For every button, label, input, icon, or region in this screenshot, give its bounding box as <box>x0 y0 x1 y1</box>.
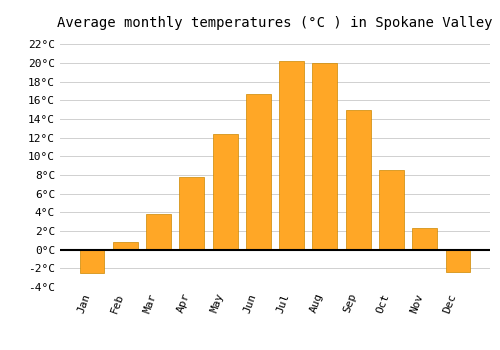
Bar <box>312 63 338 250</box>
Bar <box>412 228 437 250</box>
Title: Average monthly temperatures (°C ) in Spokane Valley: Average monthly temperatures (°C ) in Sp… <box>57 16 493 30</box>
Bar <box>180 177 204 250</box>
Bar <box>113 242 138 250</box>
Bar <box>212 134 238 250</box>
Bar <box>246 94 271 250</box>
Bar <box>446 250 470 272</box>
Bar <box>80 250 104 273</box>
Bar <box>146 214 171 250</box>
Bar <box>346 110 370 250</box>
Bar <box>379 170 404 250</box>
Bar <box>279 61 304 250</box>
